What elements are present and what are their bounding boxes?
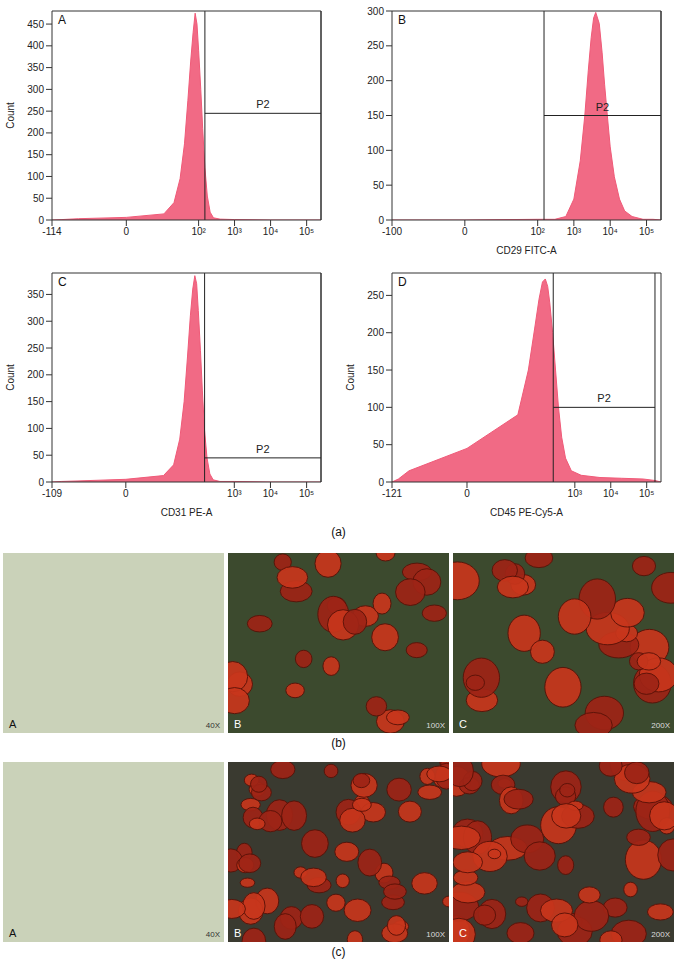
svg-text:200: 200 — [27, 369, 44, 380]
svg-text:0: 0 — [462, 226, 468, 237]
svg-text:0: 0 — [378, 477, 384, 488]
svg-text:0: 0 — [123, 488, 129, 499]
svg-text:200: 200 — [27, 127, 44, 138]
svg-text:250: 250 — [27, 343, 44, 354]
html-text:A: A — [58, 13, 66, 27]
svg-text:450: 450 — [27, 19, 44, 30]
svg-text:0: 0 — [124, 226, 130, 237]
svg-text:-114: -114 — [42, 226, 62, 237]
svg-text:150: 150 — [367, 110, 384, 121]
svg-text:300: 300 — [367, 6, 384, 17]
svg-text:10³: 10³ — [227, 226, 242, 237]
svg-text:100: 100 — [367, 145, 384, 156]
html-text:40X: 40X — [205, 930, 220, 939]
svg-text:250: 250 — [367, 290, 384, 301]
svg-text:CD29 FITC-A: CD29 FITC-A — [496, 245, 557, 256]
svg-text:400: 400 — [27, 40, 44, 51]
svg-text:150: 150 — [367, 365, 384, 376]
svg-text:10⁴: 10⁴ — [263, 226, 278, 237]
html-text:C: C — [459, 718, 467, 730]
svg-text:10⁴: 10⁴ — [602, 226, 617, 237]
svg-text:-121: -121 — [382, 488, 402, 499]
html-text:200X: 200X — [651, 930, 670, 939]
svg-text:10³: 10³ — [567, 226, 582, 237]
svg-text:CD45 PE-Cy5-A: CD45 PE-Cy5-A — [490, 507, 563, 518]
svg-text:0: 0 — [464, 488, 470, 499]
html-text:B: B — [398, 13, 406, 27]
svg-text:200: 200 — [367, 327, 384, 338]
html-text:(c): (c) — [331, 945, 346, 959]
html-text:C: C — [58, 275, 67, 289]
html-text:B: B — [234, 927, 242, 939]
svg-text:100: 100 — [367, 402, 384, 413]
svg-text:Count: Count — [345, 364, 356, 391]
svg-text:10⁵: 10⁵ — [639, 488, 654, 499]
svg-text:100: 100 — [27, 171, 44, 182]
svg-text:P2: P2 — [596, 101, 609, 113]
svg-text:350: 350 — [27, 62, 44, 73]
svg-text:CD31 PE-A: CD31 PE-A — [161, 507, 213, 518]
svg-text:150: 150 — [27, 149, 44, 160]
svg-text:50: 50 — [33, 193, 45, 204]
svg-text:50: 50 — [373, 180, 385, 191]
svg-text:-100: -100 — [382, 226, 402, 237]
svg-text:300: 300 — [27, 84, 44, 95]
svg-text:10²: 10² — [530, 226, 545, 237]
html-text:A: A — [9, 927, 17, 939]
html-text:A: A — [9, 718, 17, 730]
svg-text:0: 0 — [378, 215, 384, 226]
svg-text:P2: P2 — [597, 392, 610, 404]
svg-text:150: 150 — [27, 396, 44, 407]
svg-text:50: 50 — [373, 439, 385, 450]
svg-text:350: 350 — [27, 289, 44, 300]
html-text:B: B — [234, 718, 242, 730]
svg-text:200: 200 — [367, 75, 384, 86]
html-text:(a): (a) — [331, 525, 346, 539]
svg-text:300: 300 — [27, 316, 44, 327]
svg-text:10⁵: 10⁵ — [299, 488, 314, 499]
svg-text:10⁴: 10⁴ — [603, 488, 618, 499]
svg-text:10⁵: 10⁵ — [639, 226, 654, 237]
html-text:D: D — [398, 275, 407, 289]
svg-text:10³: 10³ — [568, 488, 583, 499]
svg-text:10⁵: 10⁵ — [299, 226, 314, 237]
html-text:100X: 100X — [426, 721, 445, 730]
svg-text:250: 250 — [27, 106, 44, 117]
svg-text:250: 250 — [367, 40, 384, 51]
svg-text:0: 0 — [38, 215, 44, 226]
svg-text:P2: P2 — [256, 443, 269, 455]
html-text:100X: 100X — [426, 930, 445, 939]
html-text:200X: 200X — [651, 721, 670, 730]
html-text:(b): (b) — [331, 736, 346, 750]
svg-text:0: 0 — [38, 477, 44, 488]
svg-text:Count: Count — [5, 364, 16, 391]
svg-text:P2: P2 — [256, 98, 269, 110]
svg-text:50: 50 — [33, 450, 45, 461]
svg-text:100: 100 — [27, 423, 44, 434]
svg-text:-109: -109 — [42, 488, 62, 499]
svg-text:Count: Count — [5, 102, 16, 129]
svg-text:10²: 10² — [191, 226, 206, 237]
svg-text:10⁴: 10⁴ — [263, 488, 278, 499]
html-text:40X: 40X — [205, 721, 220, 730]
html-text:C: C — [459, 927, 467, 939]
svg-text:10³: 10³ — [227, 488, 242, 499]
